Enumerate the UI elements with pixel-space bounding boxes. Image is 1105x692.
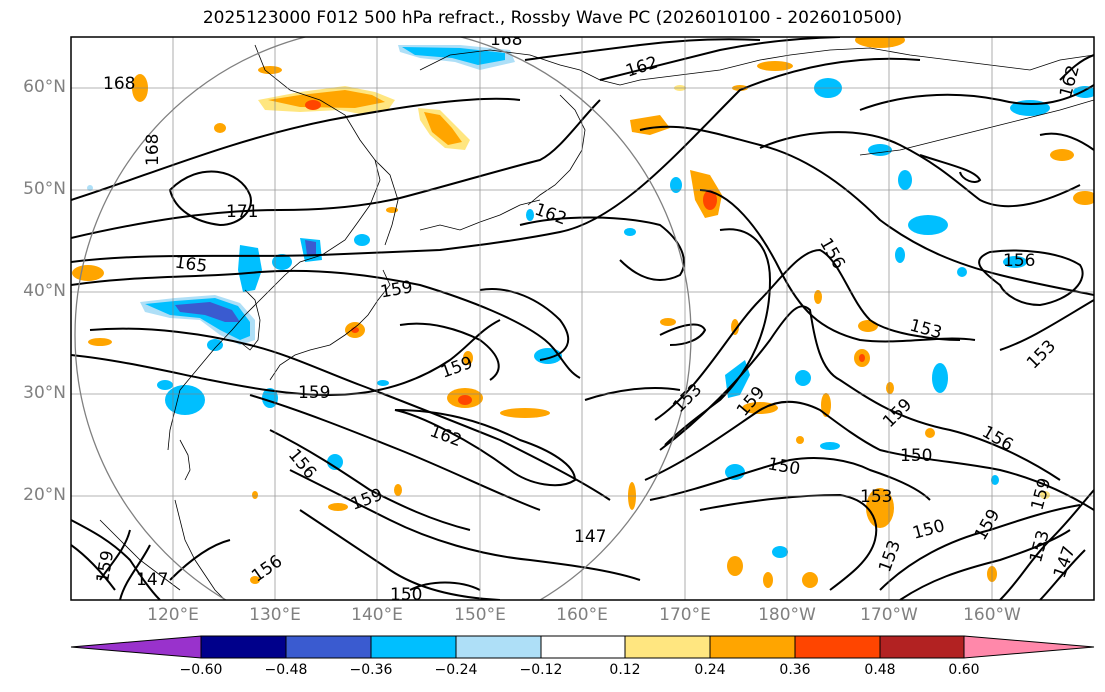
contour-label: 147 [136, 570, 168, 590]
contour-label: 168 [143, 134, 163, 166]
contour-label: 147 [574, 527, 606, 547]
colorbar-segment [794, 635, 881, 659]
gridlines [71, 37, 1094, 600]
contour-label: 150 [900, 446, 932, 466]
lat-label-30n: 30°N [23, 383, 66, 403]
colorbar-segment [200, 635, 287, 659]
lon-label-150e: 150°E [454, 605, 506, 625]
positive-anomaly-shading [72, 37, 1094, 588]
colorbar-segment [285, 635, 372, 659]
colorbar-tick: 0.24 [694, 662, 726, 678]
lon-label-180w: 180°W [758, 605, 816, 625]
plot-title: 2025123000 F012 500 hPa refract., Rossby… [202, 8, 903, 28]
contour-label: 159 [298, 383, 330, 403]
colorbar-tick: −0.48 [264, 662, 308, 678]
negative-anomaly-shading [87, 45, 1094, 558]
colorbar-tick: 0.48 [864, 662, 896, 678]
colorbar-segment [624, 635, 711, 659]
colorbar-segment [709, 635, 796, 659]
lon-label-160e: 160°E [556, 605, 608, 625]
lon-label-160w: 160°W [963, 605, 1021, 625]
colorbar-low-extension [70, 635, 202, 659]
colorbar-segment [455, 635, 542, 659]
contour-label: 168 [103, 74, 135, 94]
contour-label: 156 [1003, 251, 1035, 271]
lon-label-140e: 140°E [351, 605, 403, 625]
lon-label-170w: 170°W [860, 605, 918, 625]
colorbar-high-extension [963, 635, 1095, 659]
colorbar-segment [540, 635, 626, 659]
colorbar-tick: −0.36 [349, 662, 393, 678]
lat-label-50n: 50°N [23, 179, 66, 199]
contour-label: 153 [860, 487, 892, 507]
lon-label-170e: 170°E [659, 605, 711, 625]
contour-lines [71, 37, 1094, 600]
lon-label-120e: 120°E [147, 605, 199, 625]
contour-label: 150 [390, 585, 422, 605]
lon-label-130e: 130°E [249, 605, 301, 625]
contour-label: 168 [490, 30, 522, 50]
colorbar-segment [370, 635, 457, 659]
colorbar-tick: 0.36 [779, 662, 811, 678]
colorbar-tick: −0.24 [434, 662, 478, 678]
map-frame [70, 36, 1095, 601]
projection-circle [74, 37, 692, 600]
colorbar [70, 635, 1095, 659]
lat-label-40n: 40°N [23, 281, 66, 301]
colorbar-tick: −0.60 [179, 662, 223, 678]
colorbar-tick: −0.12 [519, 662, 563, 678]
colorbar-tick: 0.12 [609, 662, 641, 678]
contour-label: 171 [226, 202, 258, 222]
contour-label: 165 [174, 253, 209, 277]
colorbar-tick: 0.60 [948, 662, 980, 678]
lat-label-60n: 60°N [23, 77, 66, 97]
lat-label-20n: 20°N [23, 485, 66, 505]
colorbar-segment [879, 635, 965, 659]
